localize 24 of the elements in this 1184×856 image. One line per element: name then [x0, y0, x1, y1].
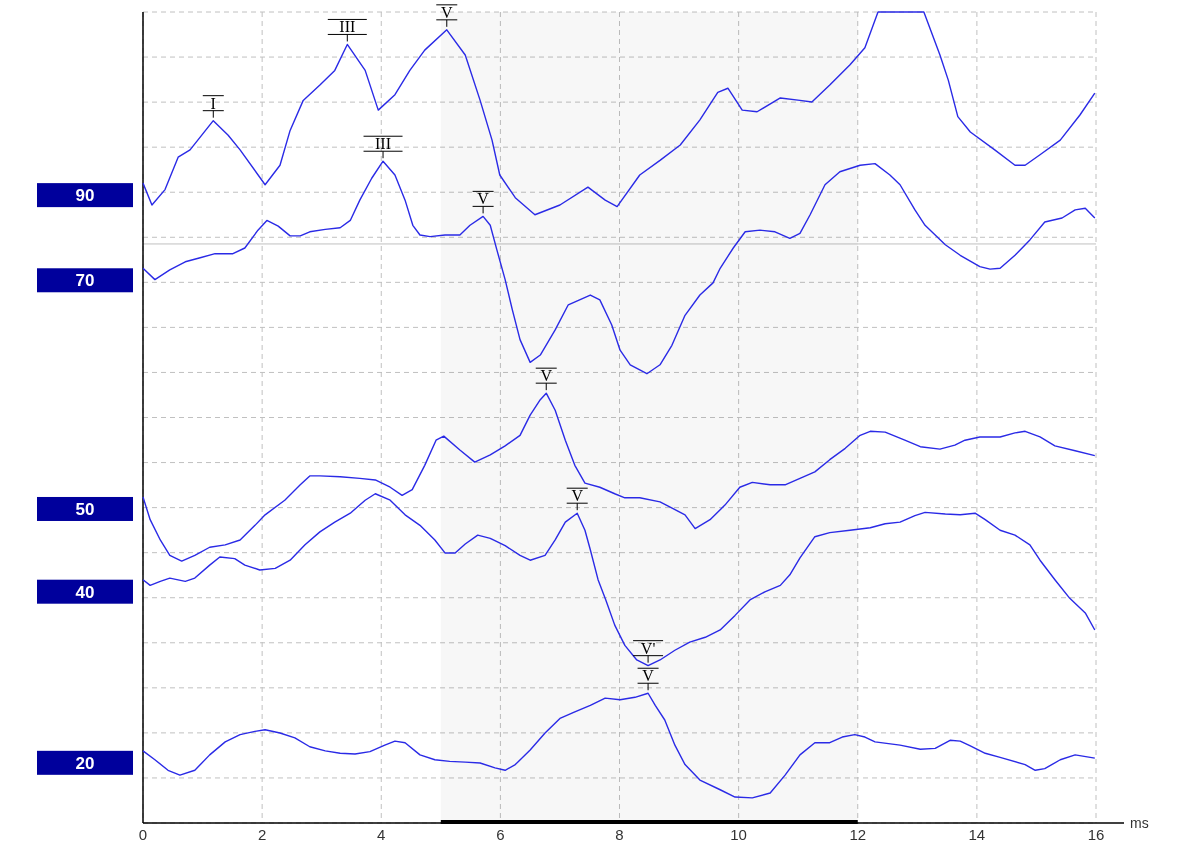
x-tick-label: 2 [257, 826, 267, 843]
annotation: V [540, 367, 553, 385]
x-tick-label: 8 [615, 826, 624, 843]
x-tick-label: 6 [496, 826, 505, 843]
x-tick-label: 4 [377, 826, 386, 843]
annotation: V [571, 487, 584, 505]
annotation: III [339, 18, 356, 36]
annotation: III [375, 135, 392, 153]
annotation: V' [640, 639, 656, 657]
text: 20 [75, 753, 95, 773]
annotation: V [477, 190, 490, 208]
annotation: V [440, 3, 453, 21]
x-tick-label: 0 [138, 826, 148, 843]
annotation: I [210, 94, 216, 112]
x-tick-label: 10 [730, 826, 747, 843]
x-tick-label: 12 [849, 826, 867, 843]
x-tick-label: 16 [1087, 826, 1105, 843]
text: 40 [75, 582, 95, 602]
text: 90 [75, 186, 95, 206]
annotation: V [642, 667, 655, 685]
text: 70 [75, 271, 95, 291]
text: 50 [75, 499, 95, 519]
x-tick-label: 14 [968, 826, 986, 843]
x-axis-title: ms [1130, 815, 1149, 831]
